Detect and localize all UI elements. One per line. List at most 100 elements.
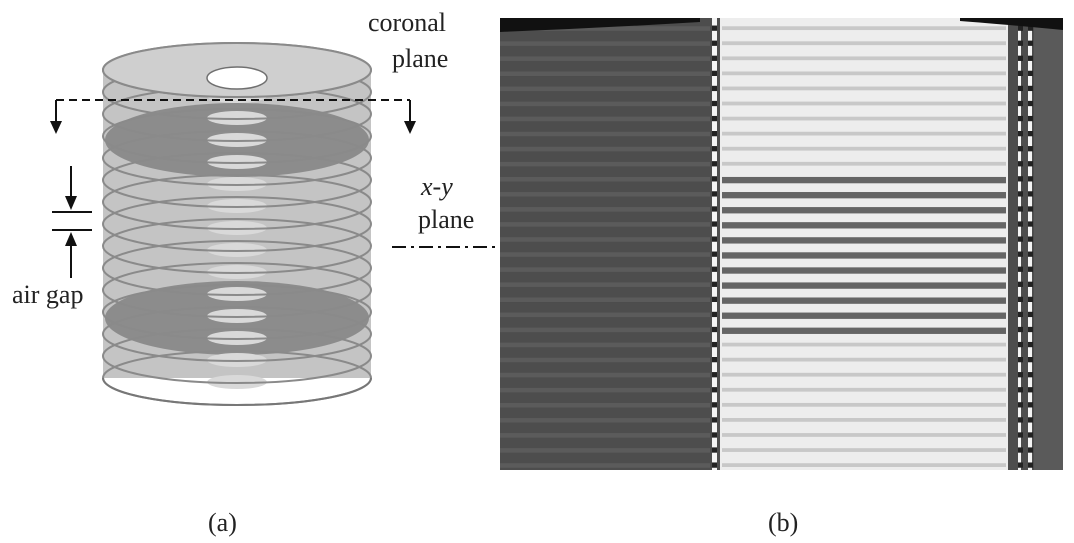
ct-edge-bead xyxy=(712,236,717,242)
ct-bright-stripe xyxy=(722,237,1006,244)
coronal-arrow-head-icon xyxy=(50,121,62,134)
ct-edge-bead xyxy=(1018,387,1023,393)
ct-image-group xyxy=(500,18,1063,470)
ct-edge-bead xyxy=(712,326,717,333)
ct-edge-bead xyxy=(1028,402,1033,408)
ct-edge-bead xyxy=(1018,206,1023,212)
ct-bright-stripe xyxy=(722,372,1006,377)
ct-edge-bead xyxy=(712,115,717,122)
ct-vertical-edge-2 xyxy=(1018,18,1021,470)
ct-bright-stripe xyxy=(722,463,1006,467)
disc-rim xyxy=(102,130,372,186)
ct-edge-bead xyxy=(1018,462,1023,468)
ct-edge-bead xyxy=(712,55,717,61)
ct-edge-bead xyxy=(1028,85,1033,92)
ct-left-stripe xyxy=(500,26,710,31)
caption-b: (b) xyxy=(768,508,799,537)
ct-edge-bead xyxy=(712,146,717,152)
ct-bright-stripe xyxy=(722,222,1006,229)
ct-bright-stripe xyxy=(722,297,1006,304)
ct-edge-bead xyxy=(1018,176,1023,182)
ct-left-stripe xyxy=(500,192,710,197)
ct-left-stripe xyxy=(500,56,710,61)
ct-left-stripe xyxy=(500,41,710,46)
ct-edge-bead xyxy=(712,221,717,227)
ct-edge-bead xyxy=(1018,70,1023,77)
ct-left-stripe xyxy=(500,131,710,137)
ct-edge-bead xyxy=(1028,387,1033,393)
ct-edge-bead xyxy=(712,281,717,287)
disc-rim xyxy=(102,328,372,384)
ct-bright-stripe xyxy=(722,387,1006,392)
ct-left-stripe xyxy=(500,402,710,408)
ct-edge-bead xyxy=(1028,206,1033,212)
ct-edge-bead xyxy=(1028,326,1033,333)
ct-edge-bead xyxy=(1018,161,1023,167)
ct-edge-bead xyxy=(1018,55,1023,61)
ct-edge-bead xyxy=(712,25,717,31)
ct-top-right-corner xyxy=(960,18,1063,30)
ct-bright-stripe xyxy=(722,357,1006,362)
ct-edge-bead xyxy=(1028,146,1033,152)
ct-edge-bead xyxy=(1018,266,1023,272)
ct-edge-bead xyxy=(712,341,717,348)
ct-bright-stripe xyxy=(722,101,1006,106)
ct-edge-bead xyxy=(1028,221,1033,227)
ct-edge-bead xyxy=(1018,447,1023,453)
ct-edge-bead xyxy=(1018,326,1023,333)
disc-rim xyxy=(102,108,372,164)
ct-bright-stripe xyxy=(722,146,1006,151)
ct-edge-bead xyxy=(1028,176,1033,182)
ct-left-stripe xyxy=(500,86,710,92)
ct-left-stripe xyxy=(500,146,710,152)
air-gap-arrow-up-icon xyxy=(65,232,77,246)
ct-edge-bead xyxy=(1028,25,1033,31)
ct-left-stripe xyxy=(500,267,710,272)
ct-edge-bead xyxy=(712,85,717,92)
ct-edge-bead xyxy=(712,251,717,257)
ct-edge-bead xyxy=(1028,191,1033,197)
ct-edge-bead xyxy=(1028,115,1033,122)
ct-edge-bead xyxy=(712,402,717,408)
disc-rim xyxy=(102,196,372,252)
ct-vertical-edge-3 xyxy=(1028,18,1032,470)
ct-edge-bead xyxy=(1028,70,1033,77)
ct-edge-bead xyxy=(1028,55,1033,61)
ct-bright-stripe xyxy=(722,86,1006,91)
air-gap-label: air gap xyxy=(12,280,84,309)
ct-edge-bead xyxy=(712,311,717,318)
ct-edge-bead xyxy=(1028,266,1033,272)
xy-plane-label-line1: x-y xyxy=(421,172,453,201)
ct-edge-bead xyxy=(1028,447,1033,453)
ct-bright-stripe xyxy=(722,26,1006,31)
ct-edge-bead xyxy=(1028,417,1033,423)
disc-rim xyxy=(102,152,372,208)
ct-edge-bead xyxy=(1018,311,1023,318)
ct-edge-bead xyxy=(1028,296,1033,303)
ct-edge-bead xyxy=(712,417,717,423)
disc-rim xyxy=(102,262,372,318)
bottom-rim xyxy=(102,377,372,406)
ct-edge-bead xyxy=(1028,462,1033,468)
ct-edge-bead xyxy=(712,447,717,453)
ct-left-stripe xyxy=(500,327,710,333)
ct-bright-stripe xyxy=(722,56,1006,61)
ct-left-stripe xyxy=(500,71,710,77)
ct-edge-bead xyxy=(1018,372,1023,378)
disc-rim xyxy=(102,240,372,296)
ct-left-stripe xyxy=(500,463,710,468)
ct-bright-stripe xyxy=(722,116,1006,121)
ct-edge-bead xyxy=(712,40,717,46)
ct-bright-stripe xyxy=(722,327,1006,334)
coronal-plane-label-line1: coronal xyxy=(368,8,446,37)
ct-edge-bead xyxy=(712,357,717,363)
ct-bright-stripe xyxy=(722,41,1006,46)
ct-edge-bead xyxy=(1018,341,1023,348)
ct-left-stripe xyxy=(500,372,710,378)
ct-edge-bead xyxy=(1018,40,1023,46)
ct-left-stripe xyxy=(500,116,710,122)
ct-left-stripe xyxy=(500,297,710,303)
ct-edge-bead xyxy=(1018,191,1023,197)
